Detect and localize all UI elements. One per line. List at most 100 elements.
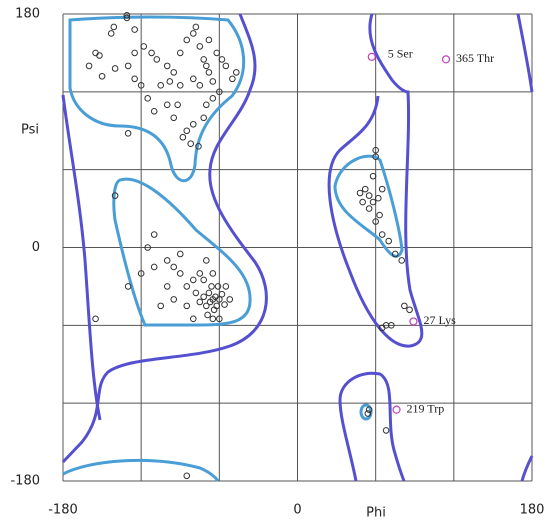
annotation-label: 365 Thr xyxy=(456,51,494,65)
point xyxy=(189,75,197,83)
x-tick-label: 0 xyxy=(293,503,301,518)
y-tick-label: 180 xyxy=(15,7,40,22)
point xyxy=(365,205,373,212)
point xyxy=(364,410,372,417)
point xyxy=(144,95,151,102)
contour-inner xyxy=(333,154,404,258)
point xyxy=(216,296,223,303)
point xyxy=(200,276,207,284)
point xyxy=(123,11,131,19)
point xyxy=(111,65,119,72)
point xyxy=(359,198,366,206)
contour-inner xyxy=(62,458,220,482)
point xyxy=(170,263,178,271)
annotated-point xyxy=(441,55,451,64)
point xyxy=(406,306,413,314)
point xyxy=(131,49,138,57)
contour-outer xyxy=(327,13,424,348)
point xyxy=(369,172,377,180)
point xyxy=(356,189,364,197)
point xyxy=(209,95,217,102)
y-tick-label: -180 xyxy=(10,474,40,489)
point xyxy=(140,43,148,50)
point xyxy=(218,56,226,63)
point xyxy=(200,56,207,63)
point xyxy=(378,185,386,193)
point xyxy=(166,78,174,85)
point xyxy=(385,237,392,245)
point xyxy=(205,69,213,76)
point xyxy=(204,311,211,319)
point xyxy=(189,120,197,128)
point xyxy=(398,257,406,264)
point xyxy=(98,72,106,80)
point xyxy=(187,140,194,148)
point xyxy=(203,257,210,264)
point xyxy=(203,302,210,310)
point xyxy=(401,302,408,310)
annotated-point xyxy=(367,52,376,61)
point xyxy=(92,315,99,323)
point xyxy=(96,52,103,59)
point xyxy=(170,114,178,122)
point xyxy=(150,263,158,271)
point xyxy=(232,69,240,76)
point xyxy=(192,23,200,31)
point xyxy=(137,270,145,277)
contour-outer xyxy=(61,94,102,421)
point xyxy=(176,270,184,277)
point xyxy=(221,301,228,308)
point xyxy=(124,62,132,70)
point xyxy=(222,283,230,290)
annotated-point xyxy=(409,317,418,326)
point xyxy=(226,296,234,303)
point xyxy=(391,250,399,258)
point xyxy=(176,250,184,258)
point xyxy=(209,315,217,323)
contour-outer xyxy=(338,371,406,482)
point xyxy=(183,283,191,290)
point xyxy=(369,198,377,206)
x-tick-label: -180 xyxy=(48,503,78,518)
point xyxy=(192,289,200,297)
point xyxy=(110,23,118,31)
x-axis-label: Phi xyxy=(366,506,386,521)
point xyxy=(183,472,191,480)
point xyxy=(382,427,390,434)
point xyxy=(153,56,161,63)
point xyxy=(378,324,386,332)
point xyxy=(163,62,171,70)
point xyxy=(206,298,214,306)
point xyxy=(163,283,171,290)
point xyxy=(196,270,204,277)
point xyxy=(200,114,207,122)
grid xyxy=(62,13,533,482)
contour-outer xyxy=(61,13,268,464)
point xyxy=(378,231,386,238)
point xyxy=(205,289,213,297)
point xyxy=(176,49,184,57)
point xyxy=(124,283,132,290)
point xyxy=(376,211,383,219)
point xyxy=(222,62,230,70)
point xyxy=(195,143,202,150)
point xyxy=(189,315,197,323)
point xyxy=(200,293,207,301)
point xyxy=(150,107,158,115)
point xyxy=(196,82,204,89)
annotated-point xyxy=(392,405,401,414)
point xyxy=(183,127,191,135)
x-tick-label: 180 xyxy=(520,503,545,518)
point xyxy=(131,75,138,83)
contour-outer xyxy=(520,455,534,482)
point xyxy=(123,14,131,22)
point xyxy=(372,218,379,225)
point xyxy=(150,231,158,238)
point xyxy=(85,62,93,70)
point xyxy=(205,36,213,44)
point xyxy=(189,276,197,284)
contour-outer xyxy=(516,13,534,93)
point xyxy=(189,30,197,37)
point xyxy=(124,130,132,137)
